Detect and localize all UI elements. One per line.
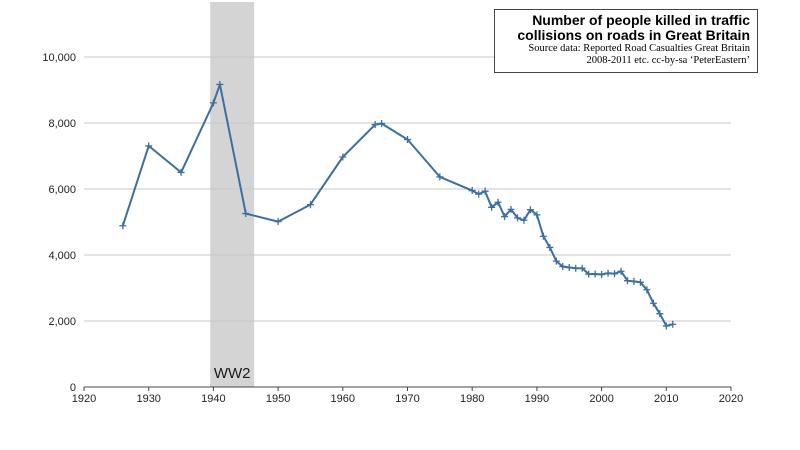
data-point — [604, 269, 612, 277]
data-point — [507, 205, 515, 213]
data-point — [552, 257, 560, 265]
chart-title-line-1: Number of people killed in traffic — [532, 12, 750, 28]
x-tick-label: 1950 — [266, 393, 290, 405]
y-tick-label: 6,000 — [48, 184, 76, 196]
x-tick-label: 1940 — [201, 393, 225, 405]
data-point — [526, 206, 534, 214]
data-point — [274, 218, 282, 226]
data-point — [643, 286, 651, 294]
x-tick-label: 1990 — [525, 393, 549, 405]
ww2-shaded-band — [210, 2, 255, 387]
data-point — [306, 201, 314, 209]
chart-title-line-2: collisions on roads in Great Britain — [517, 27, 750, 43]
x-tick-label: 1960 — [331, 393, 355, 405]
data-point — [242, 210, 250, 218]
data-point — [533, 211, 541, 219]
y-tick-label: 4,000 — [48, 250, 76, 262]
y-tick-label: 2,000 — [48, 316, 76, 328]
data-point — [669, 320, 677, 328]
series — [119, 80, 677, 330]
data-point — [636, 278, 644, 286]
data-point — [513, 214, 521, 222]
data-point — [209, 99, 217, 107]
data-point — [591, 270, 599, 278]
data-point — [662, 322, 670, 330]
tick-labels: 0 2,000 4,000 6,000 8,000 10,000 1920 1930 1940 1… — [42, 52, 743, 405]
axes — [83, 386, 732, 391]
data-point — [546, 243, 554, 251]
data-point — [501, 213, 509, 221]
x-tick-label: 1970 — [395, 393, 419, 405]
data-point — [559, 263, 567, 271]
data-point — [623, 277, 631, 285]
data-point — [656, 310, 664, 318]
data-point — [494, 198, 502, 206]
chart-source-line-1: Source data: Reported Road Casualties Gr… — [528, 43, 750, 54]
y-tick-label: 8,000 — [48, 118, 76, 130]
data-point — [378, 119, 386, 127]
data-point — [565, 264, 573, 272]
data-point — [468, 187, 476, 195]
y-tick-label: 10,000 — [42, 52, 76, 64]
data-point — [488, 203, 496, 211]
data-point — [371, 121, 379, 129]
data-point — [145, 142, 153, 150]
data-point — [598, 271, 606, 279]
data-point — [649, 299, 657, 307]
data-point — [578, 264, 586, 272]
data-point — [436, 173, 444, 181]
data-point — [611, 270, 619, 278]
data-point — [404, 136, 411, 144]
data-point — [539, 232, 547, 240]
x-tick-label: 1980 — [460, 393, 484, 405]
data-point — [585, 270, 593, 278]
chart-source-line-2: 2008-2011 etc. cc-by-sa ‘PeterEastern’ — [586, 55, 750, 66]
data-point — [481, 187, 489, 195]
ww2-band-rect — [210, 2, 255, 387]
data-point — [617, 267, 625, 275]
data-point — [475, 190, 483, 198]
ww2-annotation-label: WW2 — [214, 365, 251, 382]
data-point — [216, 80, 224, 88]
y-tick-label: 0 — [70, 382, 76, 394]
gridlines — [84, 56, 731, 322]
data-point — [572, 264, 580, 272]
chart-title-box: Number of people killed in traffic colli… — [494, 9, 758, 73]
data-point — [177, 168, 185, 176]
x-tick-label: 1930 — [136, 393, 160, 405]
data-point — [119, 222, 127, 230]
x-tick-label: 2010 — [654, 393, 678, 405]
x-tick-label: 2020 — [719, 393, 743, 405]
x-tick-label: 1920 — [72, 393, 96, 405]
data-point — [520, 216, 528, 224]
data-point — [630, 277, 638, 285]
data-point — [339, 153, 347, 161]
x-tick-label: 2000 — [589, 393, 613, 405]
series-line — [121, 83, 674, 327]
